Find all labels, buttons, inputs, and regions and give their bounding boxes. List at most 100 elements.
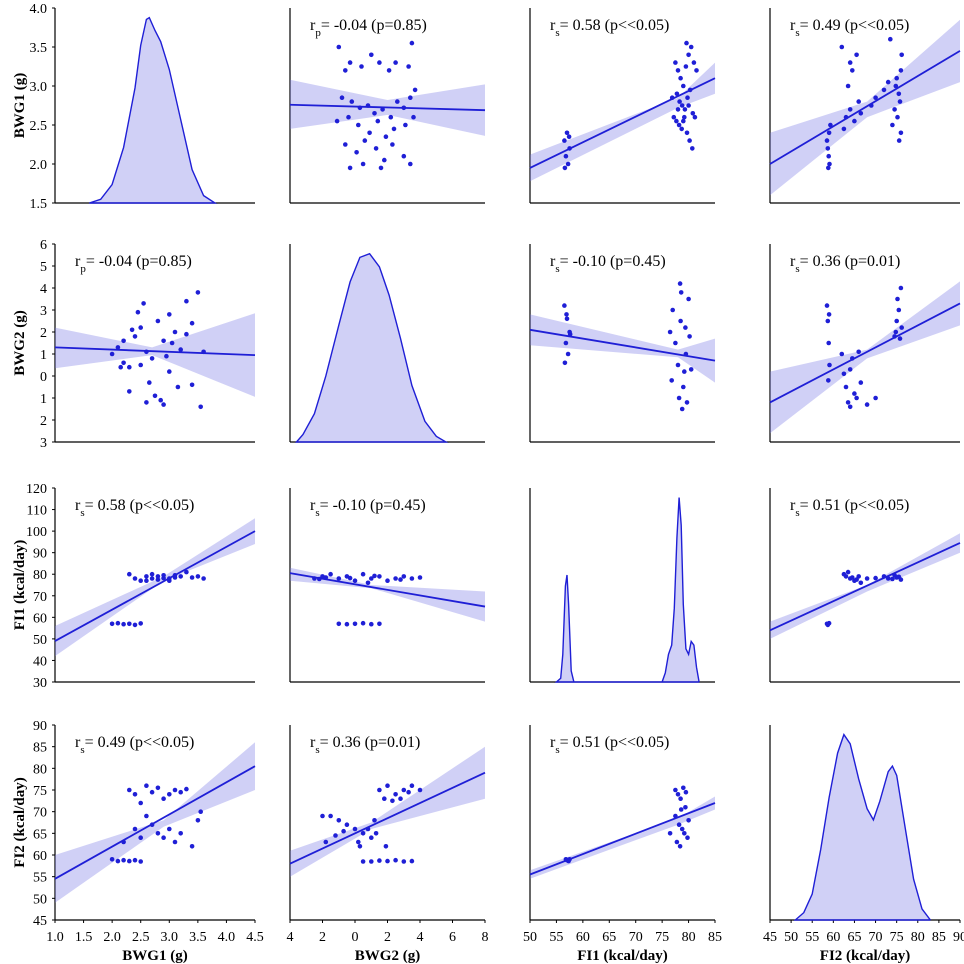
data-point xyxy=(895,296,900,302)
data-point xyxy=(178,574,183,579)
data-point xyxy=(198,809,203,814)
data-point xyxy=(826,130,832,136)
data-point xyxy=(898,285,904,291)
data-point xyxy=(408,95,413,100)
data-point xyxy=(826,620,832,626)
data-point xyxy=(347,165,353,171)
data-point xyxy=(892,573,897,578)
data-point xyxy=(678,807,684,812)
data-point xyxy=(386,68,392,73)
y-tick-label: 1 xyxy=(40,392,47,407)
data-point xyxy=(144,574,149,579)
data-point xyxy=(845,83,851,89)
panel-3-0 xyxy=(54,725,255,921)
data-point xyxy=(827,362,832,368)
data-point xyxy=(692,114,698,120)
data-point xyxy=(847,107,853,112)
data-point xyxy=(682,107,688,112)
data-point xyxy=(565,161,571,167)
data-point xyxy=(175,384,181,390)
data-point xyxy=(138,800,143,806)
data-point xyxy=(369,576,374,581)
data-point xyxy=(843,114,849,120)
data-point xyxy=(365,580,371,586)
data-point xyxy=(690,146,695,151)
data-point xyxy=(682,114,687,120)
x-tick-label: 4.5 xyxy=(246,930,264,945)
y-axis-label: BWG1 (g) xyxy=(12,73,28,138)
data-point xyxy=(682,369,687,374)
data-point xyxy=(688,44,694,50)
data-point xyxy=(675,792,681,797)
data-point xyxy=(121,360,126,366)
confidence-band xyxy=(290,746,485,877)
data-point xyxy=(138,325,143,330)
data-point xyxy=(824,138,830,143)
confidence-band xyxy=(55,313,255,397)
data-point xyxy=(688,367,694,372)
data-point xyxy=(847,367,853,372)
data-point xyxy=(365,103,371,108)
data-point xyxy=(382,796,387,801)
regression-line xyxy=(529,802,716,876)
data-point xyxy=(854,395,859,401)
data-point xyxy=(323,839,329,845)
data-point xyxy=(121,621,126,627)
data-point xyxy=(109,351,115,357)
y-tick-label: 4 xyxy=(40,282,47,297)
x-tick-label: 4 xyxy=(417,930,424,945)
x-tick-label: 6 xyxy=(449,930,456,945)
y-tick-label: 85 xyxy=(33,741,47,756)
data-point xyxy=(161,796,166,801)
data-point xyxy=(694,68,699,73)
y-tick-label: 60 xyxy=(33,849,47,864)
y-tick-label: 50 xyxy=(33,633,47,648)
data-point xyxy=(167,578,172,583)
data-point xyxy=(825,318,831,324)
data-point xyxy=(377,858,382,863)
data-point xyxy=(890,576,895,582)
data-point xyxy=(892,334,897,339)
data-point xyxy=(854,577,859,582)
data-point xyxy=(317,576,322,582)
correlation-label: rs= 0.51 (p<<0.05) xyxy=(550,734,669,756)
correlation-label: rs= 0.58 (p<<0.05) xyxy=(550,17,669,39)
data-point xyxy=(169,340,175,346)
data-point xyxy=(678,290,684,295)
data-point xyxy=(365,826,371,832)
data-point xyxy=(184,786,189,792)
data-point xyxy=(562,360,568,366)
y-tick-label: 30 xyxy=(33,676,47,691)
data-point xyxy=(189,575,195,580)
data-point xyxy=(138,835,143,840)
data-point xyxy=(892,107,897,112)
data-point xyxy=(678,75,683,81)
data-point xyxy=(377,574,382,579)
data-point xyxy=(406,64,411,69)
data-point xyxy=(398,796,403,801)
data-point xyxy=(675,107,681,112)
panel-0-3 xyxy=(769,8,960,204)
data-point xyxy=(667,329,673,335)
data-point xyxy=(144,578,149,583)
data-point xyxy=(172,573,178,578)
data-point xyxy=(897,99,903,104)
data-point xyxy=(686,52,691,58)
data-point xyxy=(885,576,891,581)
data-point xyxy=(333,833,338,838)
data-point xyxy=(417,787,423,793)
data-point xyxy=(390,142,395,147)
correlation-label: rp= -0.04 (p=0.85) xyxy=(310,17,427,39)
data-point xyxy=(336,621,342,627)
x-tick-label: 8 xyxy=(482,930,489,945)
data-point xyxy=(826,165,831,171)
data-point xyxy=(898,577,904,582)
data-point xyxy=(895,114,900,120)
data-point xyxy=(890,122,895,128)
data-point xyxy=(683,805,688,810)
data-point xyxy=(378,165,384,171)
data-point xyxy=(683,789,689,795)
data-point xyxy=(132,826,138,832)
data-point xyxy=(109,857,115,862)
y-tick-label: 5 xyxy=(40,260,47,275)
